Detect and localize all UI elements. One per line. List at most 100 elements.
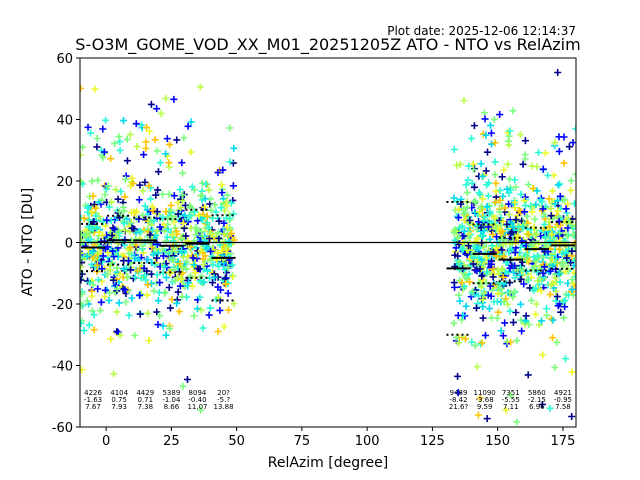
scatter-point [86, 278, 94, 286]
scatter-point [479, 303, 487, 311]
scatter-point [197, 306, 205, 314]
scatter-point [180, 134, 188, 142]
x-tick-label: 150 [485, 434, 510, 449]
scatter-point [564, 200, 572, 208]
scatter-point [147, 195, 155, 203]
scatter-point [97, 298, 105, 306]
bin-mean-label: -0.95 [554, 396, 572, 404]
scatter-point [111, 225, 119, 233]
scatter-point [220, 322, 228, 330]
scatter-point [163, 233, 171, 241]
scatter-point [173, 274, 181, 282]
scatter-point [218, 181, 226, 189]
bin-count-label: 5860 [528, 389, 546, 397]
scatter-point [549, 261, 557, 269]
scatter-point [465, 162, 473, 170]
scatter-point [488, 260, 496, 268]
scatter-point [499, 217, 507, 225]
scatter-point [163, 135, 171, 143]
scatter-point [454, 311, 462, 319]
scatter-point [165, 190, 173, 198]
scatter-point [548, 334, 556, 342]
scatter-point [93, 135, 101, 143]
scatter-point [99, 154, 107, 162]
scatter-point [196, 83, 204, 91]
scatter-point [532, 262, 540, 270]
scatter-point [450, 229, 458, 237]
scatter-point [521, 155, 529, 163]
scatter-point [533, 268, 541, 276]
scatter-point [111, 139, 119, 147]
scatter-point [145, 127, 153, 135]
scatter-point [546, 237, 554, 245]
scatter-point [169, 230, 177, 238]
scatter-point [479, 195, 487, 203]
scatter-point [139, 211, 147, 219]
scatter-point [152, 191, 160, 199]
scatter-point [116, 138, 124, 146]
scatter-point [80, 300, 85, 308]
scatter-point [532, 231, 540, 239]
scatter-point [214, 169, 222, 177]
scatter-point [121, 193, 129, 201]
scatter-point [471, 197, 479, 205]
scatter-point [174, 210, 182, 218]
scatter-point [153, 254, 161, 262]
scatter-point [560, 314, 568, 322]
scatter-point [454, 233, 462, 241]
scatter-point [88, 307, 96, 315]
scatter-point [535, 321, 543, 329]
scatter-point [474, 234, 482, 242]
scatter-point [150, 251, 158, 259]
scatter-point [136, 310, 144, 318]
scatter-point [115, 227, 123, 235]
scatter-point [162, 274, 170, 282]
scatter-point [173, 299, 181, 307]
scatter-point [555, 245, 563, 253]
scatter-point [464, 230, 472, 238]
scatter-point [520, 208, 528, 216]
scatter-point [221, 207, 229, 215]
scatter-points [80, 68, 576, 426]
scatter-point [108, 198, 116, 206]
scatter-point [174, 288, 182, 296]
scatter-point [88, 208, 96, 216]
scatter-point [116, 146, 124, 154]
scatter-point [151, 136, 159, 144]
scatter-point [505, 211, 513, 219]
scatter-point [113, 308, 121, 316]
scatter-point [205, 311, 213, 319]
scatter-point [509, 107, 517, 115]
scatter-point [178, 263, 186, 271]
scatter-point [486, 208, 494, 216]
scatter-point [453, 161, 461, 169]
scatter-point [203, 267, 211, 275]
scatter-point [222, 249, 230, 257]
scatter-point [494, 266, 502, 274]
scatter-point [101, 286, 109, 294]
scatter-point [153, 208, 161, 216]
x-tick-label: 100 [355, 434, 380, 449]
scatter-point [463, 189, 471, 197]
scatter-point [475, 208, 483, 216]
scatter-point [197, 247, 205, 255]
scatter-point [489, 231, 497, 239]
scatter-point [159, 322, 167, 330]
plot-date: Plot date: 2025-12-06 12:14:37 [387, 24, 576, 38]
scatter-point [474, 258, 482, 266]
scatter-point [549, 316, 557, 324]
scatter-point [464, 176, 472, 184]
scatter-point [87, 129, 95, 137]
bin-mean-label: 0.75 [111, 396, 127, 404]
scatter-point [549, 280, 557, 288]
scatter-point [547, 205, 555, 213]
scatter-point [214, 283, 222, 291]
scatter-point [229, 182, 237, 190]
scatter-point [456, 297, 464, 305]
scatter-point [554, 207, 562, 215]
scatter-point [483, 415, 491, 423]
scatter-point [568, 413, 576, 421]
scatter-point [90, 326, 98, 334]
scatter-point [512, 216, 520, 224]
scatter-point [543, 311, 551, 319]
